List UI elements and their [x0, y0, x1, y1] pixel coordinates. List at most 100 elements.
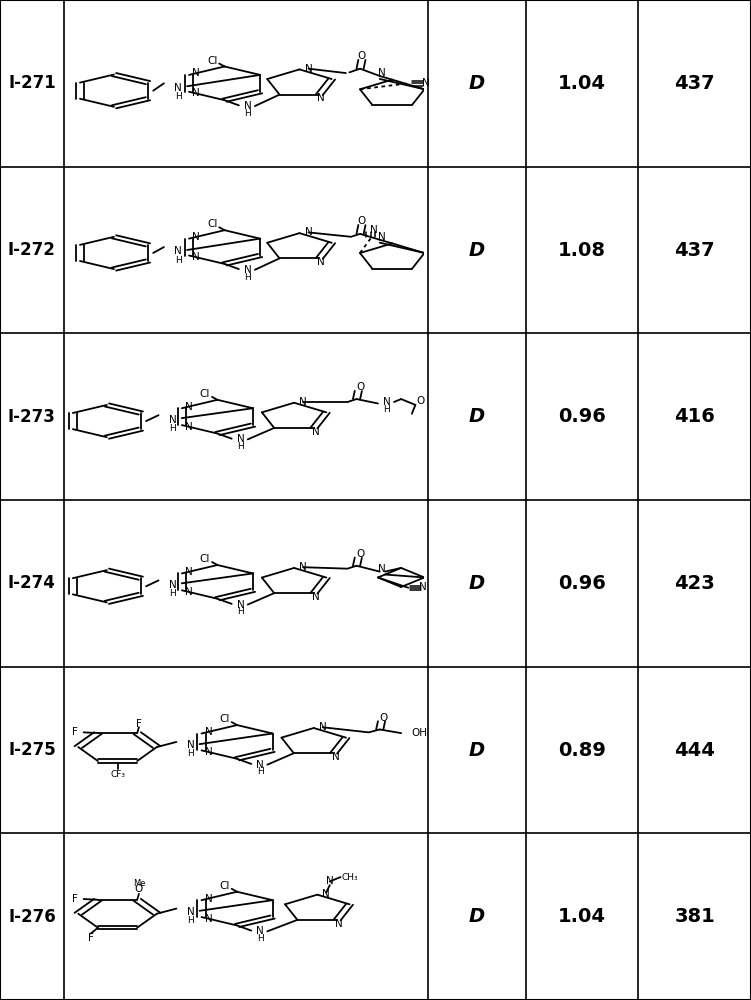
Text: Cl: Cl: [219, 714, 230, 724]
Text: N: N: [299, 562, 307, 572]
Text: O: O: [135, 884, 143, 894]
Text: N: N: [185, 402, 193, 412]
Text: N: N: [187, 740, 195, 750]
Text: H: H: [170, 424, 176, 433]
Text: N: N: [185, 567, 193, 577]
Text: N: N: [187, 907, 195, 917]
Text: H: H: [237, 442, 244, 451]
Text: F: F: [72, 894, 77, 904]
Text: O: O: [356, 549, 364, 559]
Text: O: O: [356, 382, 364, 392]
Text: N: N: [205, 747, 213, 757]
Text: N: N: [378, 68, 385, 78]
Text: 437: 437: [674, 74, 715, 93]
Text: N: N: [312, 592, 320, 602]
Text: I-276: I-276: [8, 908, 56, 926]
Text: 0.96: 0.96: [558, 407, 606, 426]
Text: N: N: [331, 752, 339, 762]
Text: N: N: [256, 926, 264, 936]
Text: D: D: [469, 740, 485, 760]
Text: N: N: [304, 227, 312, 237]
Text: N: N: [378, 232, 385, 242]
Text: N: N: [192, 88, 200, 98]
Text: D: D: [469, 240, 485, 259]
Text: N: N: [169, 415, 176, 425]
Text: H: H: [187, 749, 194, 758]
Text: I-271: I-271: [8, 74, 56, 92]
Text: N: N: [378, 564, 385, 574]
Text: N: N: [422, 78, 430, 88]
Text: N: N: [370, 225, 378, 235]
Text: D: D: [469, 574, 485, 593]
Text: N: N: [192, 232, 200, 242]
Text: CH₃: CH₃: [341, 873, 357, 882]
Text: 416: 416: [674, 407, 715, 426]
Text: H: H: [175, 92, 182, 101]
Text: N: N: [322, 889, 330, 899]
Text: Me: Me: [133, 879, 145, 888]
Text: N: N: [174, 83, 182, 93]
Text: O: O: [379, 713, 388, 723]
Text: N: N: [299, 397, 307, 407]
Text: 1.04: 1.04: [558, 74, 606, 93]
Text: N: N: [256, 760, 264, 770]
Text: 1.08: 1.08: [558, 240, 606, 259]
Text: H: H: [170, 589, 176, 598]
Text: N: N: [304, 64, 312, 74]
Text: D: D: [469, 907, 485, 926]
Text: F: F: [72, 727, 77, 737]
Text: H: H: [257, 934, 264, 943]
Text: F: F: [136, 719, 142, 729]
Text: N: N: [317, 93, 325, 103]
Text: N: N: [185, 422, 193, 432]
Text: I-272: I-272: [8, 241, 56, 259]
Text: Cl: Cl: [200, 554, 210, 564]
Text: I-273: I-273: [8, 408, 56, 426]
Text: N: N: [192, 68, 200, 78]
Text: N: N: [174, 246, 182, 256]
Text: O: O: [357, 51, 366, 61]
Text: N: N: [185, 587, 193, 597]
Text: I-275: I-275: [8, 741, 56, 759]
Text: N: N: [383, 397, 391, 407]
Text: Cl: Cl: [200, 389, 210, 399]
Text: O: O: [357, 216, 366, 226]
Text: H: H: [257, 768, 264, 776]
Text: H: H: [244, 109, 251, 118]
Text: N: N: [205, 727, 213, 737]
Text: H: H: [384, 405, 391, 414]
Text: 437: 437: [674, 240, 715, 259]
Text: Cl: Cl: [219, 881, 230, 891]
Text: N: N: [312, 427, 320, 437]
Text: N: N: [317, 257, 325, 267]
Text: 423: 423: [674, 574, 715, 593]
Text: O: O: [417, 396, 425, 406]
Text: CF₃: CF₃: [110, 770, 125, 779]
Text: Cl: Cl: [207, 219, 217, 229]
Text: H: H: [237, 607, 244, 616]
Text: H: H: [187, 916, 194, 925]
Text: N: N: [205, 914, 213, 924]
Text: H: H: [175, 256, 182, 265]
Text: N: N: [318, 722, 327, 732]
Text: H: H: [244, 273, 251, 282]
Text: N: N: [169, 580, 176, 590]
Text: 381: 381: [674, 907, 715, 926]
Text: N: N: [326, 876, 333, 886]
Text: N: N: [237, 434, 245, 444]
Text: N: N: [244, 101, 252, 111]
Text: Cl: Cl: [207, 56, 217, 66]
Text: N: N: [244, 265, 252, 275]
Text: 1.04: 1.04: [558, 907, 606, 926]
Text: N: N: [192, 252, 200, 262]
Text: N: N: [237, 600, 245, 610]
Text: D: D: [469, 74, 485, 93]
Text: 0.89: 0.89: [558, 740, 606, 760]
Text: 0.96: 0.96: [558, 574, 606, 593]
Text: 444: 444: [674, 740, 715, 760]
Text: D: D: [469, 407, 485, 426]
Text: I-274: I-274: [8, 574, 56, 592]
Text: F: F: [88, 933, 94, 943]
Text: N: N: [205, 894, 213, 904]
Text: OH: OH: [412, 728, 428, 738]
